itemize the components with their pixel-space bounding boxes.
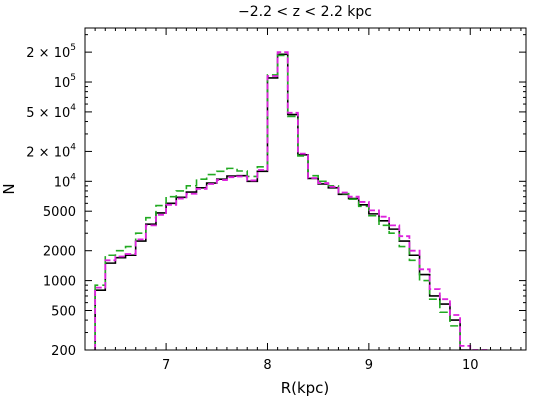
x-axis-label: R(kpc) <box>281 379 330 397</box>
y-tick-label: 104 <box>54 172 77 190</box>
y-tick-label: 5 × 104 <box>26 103 76 121</box>
y-tick-label: 200 <box>51 344 76 359</box>
x-tick-label: 10 <box>462 358 479 373</box>
chart-title: −2.2 < z < 2.2 kpc <box>238 4 372 20</box>
y-tick-label: 2 × 105 <box>26 43 76 61</box>
y-tick-label: 500 <box>51 304 76 319</box>
y-tick-label: 1000 <box>43 275 76 290</box>
series-3-line <box>94 51 491 350</box>
plot-frame <box>84 27 527 351</box>
y-tick-label: 2000 <box>43 245 76 260</box>
series-1-line <box>94 53 492 350</box>
y-tick-label: 2 × 104 <box>26 142 76 160</box>
x-tick-label: 9 <box>365 358 373 373</box>
y-tick-label: 5000 <box>43 205 76 220</box>
series-2-line <box>94 54 492 350</box>
y-axis-label: N <box>0 183 18 194</box>
y-tick-label: 105 <box>54 73 76 91</box>
x-tick-label: 7 <box>162 358 170 373</box>
x-tick-label: 8 <box>263 358 271 373</box>
